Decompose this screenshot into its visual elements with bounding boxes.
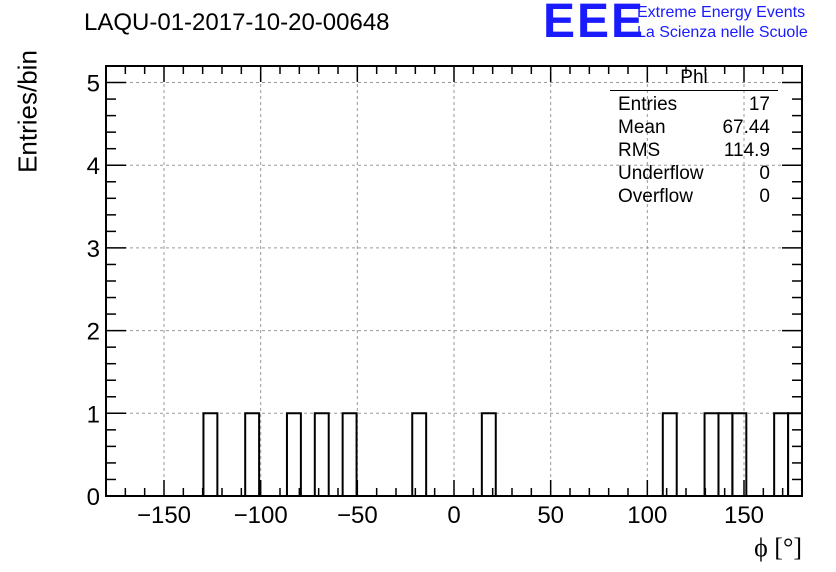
- y-tick-label: 2: [87, 319, 100, 346]
- stats-row-rms: RMS 114.9: [610, 139, 778, 162]
- logo-line-2: La Scienza nelle Scuole: [637, 24, 808, 41]
- grid-lines: [106, 66, 802, 496]
- stats-value: 67.44: [722, 117, 770, 138]
- stats-label: Mean: [618, 117, 666, 138]
- x-tick-label: 50: [537, 502, 564, 529]
- stats-value: 0: [759, 163, 770, 184]
- y-tick-label: 1: [87, 401, 100, 428]
- histogram-bar: [313, 412, 330, 496]
- stats-label: Underflow: [618, 163, 704, 184]
- histogram-bar: [202, 412, 219, 496]
- y-tick-label: 0: [87, 484, 100, 511]
- histogram-bars: [202, 412, 803, 496]
- histogram-bar: [285, 412, 302, 496]
- y-tick-label: 4: [87, 153, 100, 180]
- y-tick-label: 3: [87, 236, 100, 263]
- stats-row-underflow: Underflow 0: [610, 162, 778, 185]
- histogram-bar: [341, 412, 358, 496]
- x-tick-label: −50: [337, 502, 378, 529]
- chart-title: LAQU-01-2017-10-20-00648: [84, 9, 390, 36]
- eee-logo: EEE: [543, 0, 646, 48]
- x-tick-label: −150: [137, 502, 191, 529]
- stats-label: RMS: [618, 140, 661, 161]
- x-tick-label: −100: [234, 502, 288, 529]
- histogram-bar: [717, 412, 734, 496]
- x-tick-label: 0: [447, 502, 460, 529]
- x-tick-label: 150: [724, 502, 764, 529]
- stats-title: Phi: [610, 66, 778, 91]
- stats-label: Entries: [618, 94, 678, 115]
- x-axis-label: ϕ [°]: [754, 533, 802, 562]
- stats-label: Overflow: [618, 186, 693, 207]
- histogram-bar: [480, 412, 497, 496]
- histogram-bar: [411, 412, 428, 496]
- histogram-bar: [244, 412, 261, 496]
- stats-value: 17: [748, 94, 770, 115]
- axis-tick-labels: −150 −100 −50 0 50 100 150 0 1 2 3 4 5: [87, 71, 764, 529]
- y-axis-label: Entries/bin: [12, 50, 43, 173]
- stats-value: 114.9: [723, 140, 770, 161]
- logo-line-1: Extreme Energy Events: [637, 4, 806, 21]
- histogram-bar: [661, 412, 678, 496]
- stats-box: Phi Entries 17 Mean 67.44 RMS 114.9 Unde…: [610, 66, 778, 208]
- histogram-bar: [731, 412, 748, 496]
- stats-value: 0: [759, 186, 770, 207]
- stats-row-entries: Entries 17: [610, 93, 778, 116]
- stats-row-overflow: Overflow 0: [610, 185, 778, 208]
- histogram-bar: [773, 412, 790, 496]
- x-tick-label: 100: [627, 502, 667, 529]
- histogram-bar: [787, 412, 803, 496]
- histogram-bar: [703, 412, 720, 496]
- y-tick-label: 5: [87, 71, 100, 98]
- stats-row-mean: Mean 67.44: [610, 116, 778, 139]
- axis-ticks: [106, 66, 802, 497]
- logo-caption: Extreme Energy Events La Scienza nelle S…: [637, 3, 808, 43]
